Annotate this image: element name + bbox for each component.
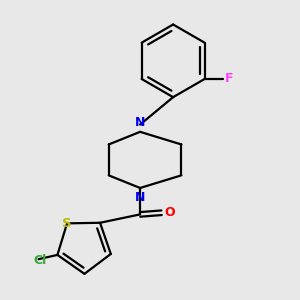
Text: N: N (135, 190, 145, 204)
Text: S: S (62, 217, 72, 230)
Text: F: F (224, 73, 233, 85)
Text: N: N (135, 116, 145, 129)
Text: Cl: Cl (34, 254, 47, 267)
Text: O: O (165, 206, 175, 219)
